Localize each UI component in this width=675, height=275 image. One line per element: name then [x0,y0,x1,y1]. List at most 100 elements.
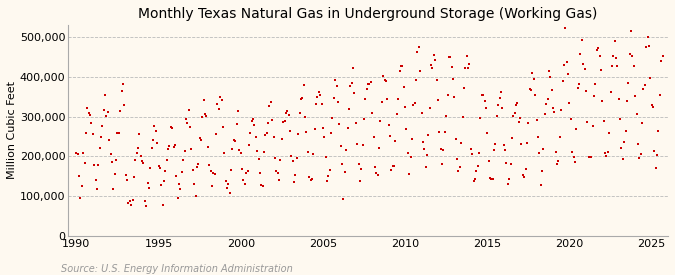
Point [74,174,84,178]
Point [341,148,352,152]
Point [382,97,393,101]
Point [317,126,328,131]
Point [288,159,298,164]
Point [477,93,487,97]
Point [340,170,350,174]
Point [305,178,316,182]
Point [135,154,146,158]
Point [200,112,211,116]
Point [571,126,582,131]
Point [82,105,92,110]
Point [205,169,216,173]
Point [120,172,131,177]
Point [281,111,292,115]
Point [572,85,583,90]
Point [377,100,387,104]
Point [286,154,297,158]
Point [138,161,149,166]
Point [209,172,220,176]
Point [227,147,238,151]
Point [172,196,183,200]
Point [628,64,639,69]
Point [452,157,462,161]
Point [618,157,628,161]
Point [306,177,317,181]
Point [367,111,377,115]
Point [389,164,400,168]
Point [462,66,473,71]
Point [249,123,260,128]
Point [568,155,579,160]
Point [531,118,542,122]
Point [467,152,478,156]
Point [505,161,516,166]
Point [86,120,97,125]
Point [392,112,402,116]
Point [254,170,265,175]
Point [134,132,144,136]
Point [562,60,572,65]
Point [260,133,271,137]
Point [616,146,627,150]
Point [589,94,599,99]
Point [396,64,406,68]
Point [259,150,269,154]
Point [263,121,273,125]
Point [638,87,649,91]
Point [90,178,101,183]
Point [530,92,541,97]
Point [535,183,546,187]
Point [534,150,545,155]
Point [167,126,178,131]
Point [567,149,578,154]
Point [515,116,526,120]
Point [246,119,257,123]
Point [437,162,448,166]
Point [267,118,277,122]
Point [373,173,383,177]
Point [605,90,616,94]
Point [269,156,280,161]
Point [500,148,510,152]
Point [96,135,107,139]
Point [472,164,483,168]
Point [482,131,493,135]
Point [84,113,95,117]
Point [379,78,390,82]
Point [427,66,438,70]
Point [519,174,530,179]
Point [538,147,549,151]
Point [558,63,569,68]
Point [237,167,248,172]
Point [438,148,449,152]
Point [293,132,304,136]
Point [387,163,398,168]
Point [238,178,249,183]
Point [653,129,664,133]
Point [95,146,105,151]
Point [132,146,143,151]
Point [483,159,494,163]
Point [113,131,124,135]
Point [72,152,83,156]
Point [481,106,491,111]
Point [224,191,235,196]
Point [574,81,585,86]
Point [149,124,160,128]
Point [400,105,410,109]
Point [502,182,513,186]
Point [554,134,565,139]
Point [264,104,275,108]
Point [563,72,574,76]
Point [546,88,557,92]
Point [335,144,346,148]
Point [334,122,345,127]
Point [217,125,228,130]
Point [297,96,308,101]
Point [551,162,562,166]
Point [245,131,256,135]
Point [599,151,610,155]
Point [145,165,156,170]
Point [449,95,460,100]
Point [168,145,179,150]
